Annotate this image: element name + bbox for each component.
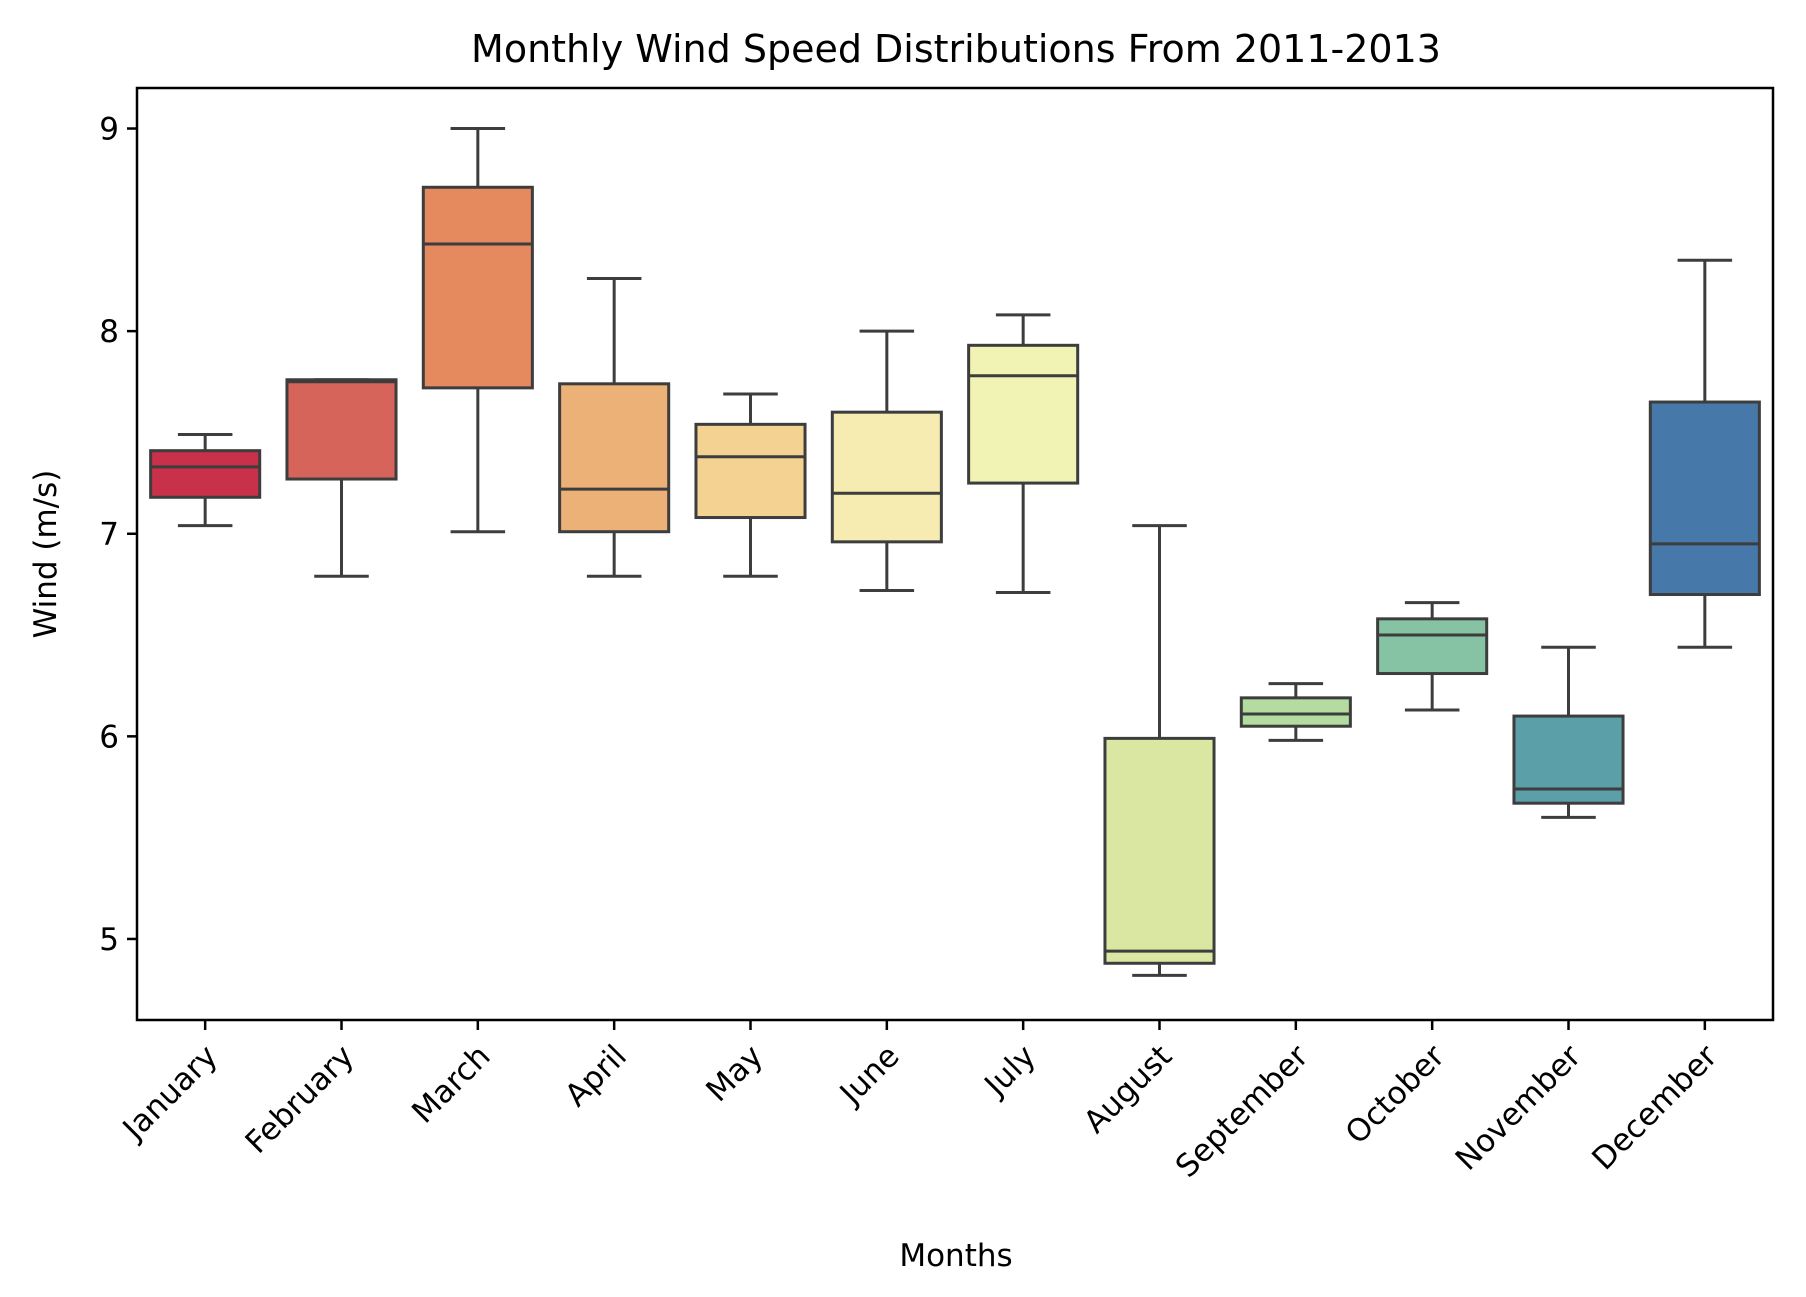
y-axis: 5 6 7 8 9 (99, 112, 137, 958)
y-tick-label: 7 (99, 517, 119, 553)
x-tick-label: January (115, 1038, 225, 1148)
iqr-box (1376, 617, 1489, 676)
iqr-box (149, 449, 262, 499)
iqr-box (558, 382, 671, 534)
x-tick-label: November (1449, 1038, 1589, 1178)
x-axis: January February March April May June July Augu… (115, 1020, 1725, 1185)
box-october (1376, 601, 1489, 712)
box-july (967, 313, 1080, 594)
box-december (1648, 258, 1761, 649)
iqr-box (1239, 696, 1352, 728)
x-tick-label: July (977, 1038, 1043, 1104)
box-september (1239, 682, 1352, 742)
x-tick-label: March (405, 1038, 497, 1130)
y-tick-label: 9 (99, 112, 119, 148)
x-tick-label: May (699, 1038, 770, 1109)
iqr-box (967, 343, 1080, 485)
x-tick-label: December (1585, 1038, 1724, 1177)
x-tick-label: September (1169, 1038, 1316, 1185)
box-january (149, 432, 262, 528)
box-april (558, 276, 671, 578)
x-tick-label: June (832, 1038, 907, 1113)
box-august (1103, 524, 1216, 977)
y-tick-label: 5 (99, 922, 119, 958)
iqr-box (1648, 400, 1761, 597)
iqr-box (1103, 736, 1216, 965)
x-tick-label: February (239, 1038, 362, 1161)
chart-title: Monthly Wind Speed Distributions From 20… (471, 27, 1441, 71)
x-tick-label: October (1339, 1038, 1452, 1151)
y-tick-label: 8 (99, 314, 119, 350)
iqr-box (694, 422, 807, 520)
box-group (149, 127, 1761, 977)
box-may (694, 392, 807, 578)
plot-frame (135, 86, 1775, 1022)
iqr-box (285, 378, 398, 481)
iqr-box (830, 410, 943, 544)
x-tick-label: August (1077, 1038, 1179, 1140)
iqr-box (421, 185, 534, 390)
x-tick-label: April (558, 1038, 634, 1114)
box-february (285, 378, 398, 578)
x-axis-label: Months (899, 1238, 1012, 1274)
box-march (421, 127, 534, 534)
y-axis-label: Wind (m/s) (28, 470, 64, 639)
box-june (830, 329, 943, 592)
box-november (1512, 645, 1625, 819)
y-tick-label: 6 (99, 719, 119, 755)
